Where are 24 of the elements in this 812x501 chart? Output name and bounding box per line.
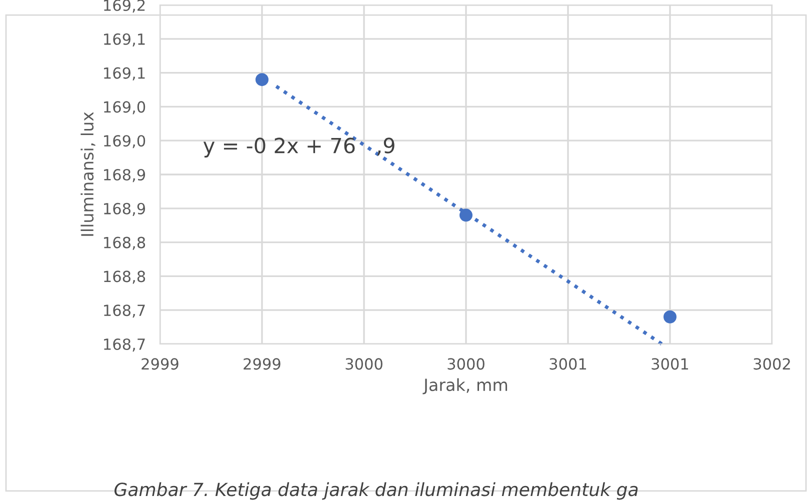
x-tick-label: 3001 xyxy=(550,358,586,370)
x-tick-label: 3001 xyxy=(652,358,688,370)
y-tick-label: 169,0 xyxy=(104,135,146,148)
point xyxy=(663,310,677,324)
y-tick-label: 168,8 xyxy=(104,236,146,250)
y-tick-label: 169,0 xyxy=(104,101,146,114)
x-axis-title: Jarak, mm xyxy=(422,378,508,394)
x-tick-label: 3002 xyxy=(754,358,790,370)
y-axis-title: Illuminansi, lux xyxy=(80,112,96,236)
annotation: y = -0 2x + 76 ,9 xyxy=(203,138,394,158)
x-tick-label: 2999 xyxy=(142,358,178,370)
x-tick-label: 3000 xyxy=(346,358,382,370)
point xyxy=(459,208,473,222)
y-tick-label: 168,7 xyxy=(104,304,145,318)
y-tick-label: 169,1 xyxy=(104,67,145,80)
x-tick-label: 3000 xyxy=(448,358,484,370)
y-tick-label: 168,9 xyxy=(104,168,146,182)
y-tick-label: 168,8 xyxy=(104,270,146,284)
y-tick-label: 169,1 xyxy=(104,33,145,46)
text: Gambar 7. Ketiga data jarak dan iluminasi membentuk ga xyxy=(114,482,638,500)
y-tick-label: 168,9 xyxy=(104,202,146,216)
x-tick-label: 2999 xyxy=(244,358,280,370)
point xyxy=(255,73,269,86)
y-tick-label: 168,7 xyxy=(104,338,145,352)
